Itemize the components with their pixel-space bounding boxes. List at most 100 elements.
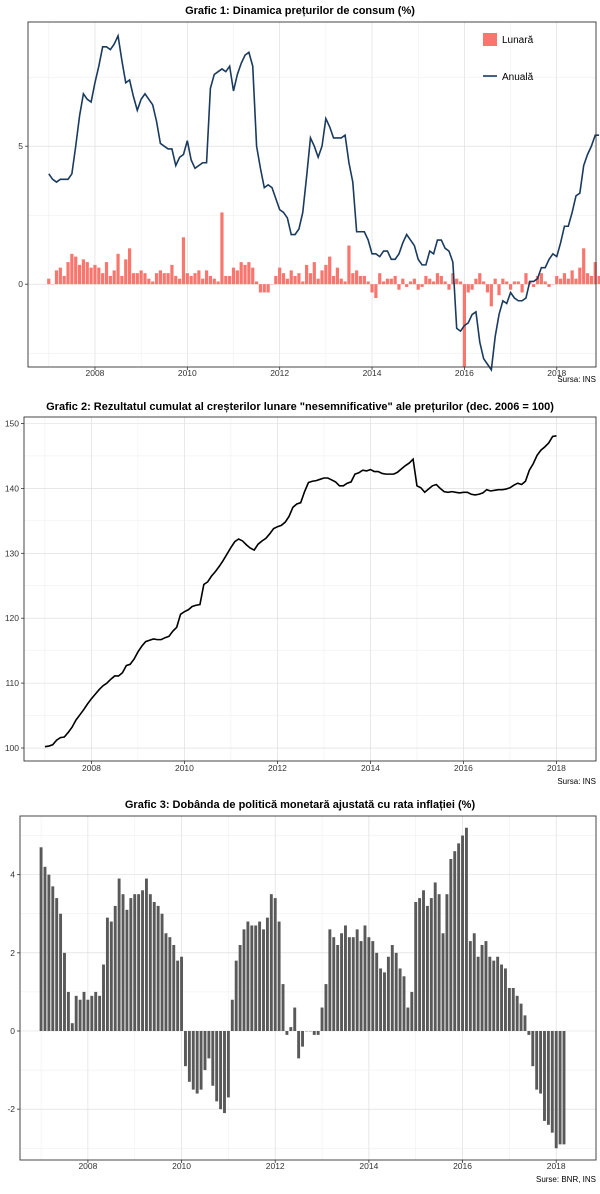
bar-mark (174, 275, 178, 285)
bar-mark (435, 273, 440, 285)
bar-mark (135, 273, 139, 285)
bar-mark (258, 284, 263, 293)
bar-mark (112, 270, 116, 285)
y-tick-label: 120 (5, 613, 19, 623)
bar-mark (269, 894, 273, 1031)
bar-mark (70, 1023, 74, 1031)
bar-mark (418, 898, 422, 1031)
bar-mark (86, 999, 90, 1031)
bar-mark (201, 278, 205, 285)
bar-mark (401, 278, 405, 285)
bar-mark (535, 1031, 539, 1090)
chart-1-canvas: Grafic 1: Dinamica prețurilor de consum … (18, 5, 600, 384)
bar-mark (293, 1007, 297, 1031)
bar-mark (543, 281, 547, 285)
bar-mark (102, 964, 105, 1031)
y-tick-label: 5 (18, 141, 23, 151)
bar-mark (231, 267, 236, 285)
bar-mark (531, 1031, 535, 1067)
bar-mark (125, 909, 129, 1031)
bar-mark (558, 278, 563, 285)
bar-mark (539, 273, 543, 285)
bar-mark (332, 937, 336, 1031)
bar-mark (89, 267, 93, 285)
bar-mark (449, 859, 453, 1031)
bar-mark (316, 1031, 320, 1035)
bar-mark (570, 270, 574, 285)
bar-mark (410, 991, 414, 1031)
bar-mark (429, 898, 433, 1031)
bar-mark (468, 941, 472, 1031)
bar-mark (152, 902, 156, 1031)
bar-mark (82, 991, 86, 1031)
bar-mark (170, 264, 174, 285)
bar-mark (472, 933, 476, 1031)
bar-mark (566, 278, 570, 285)
bar-mark (328, 256, 332, 285)
bar-mark (362, 275, 366, 285)
bar-mark (43, 866, 47, 1031)
bar-mark (39, 847, 43, 1031)
bar-mark (547, 284, 551, 287)
bar-mark (316, 278, 320, 285)
bar-mark (215, 1031, 219, 1102)
bar-mark (520, 284, 524, 293)
bar-mark (120, 275, 124, 285)
bar-mark (90, 995, 94, 1031)
bar-mark (375, 952, 379, 1031)
bar-mark (305, 264, 309, 285)
bar-mark (47, 874, 51, 1031)
bar-mark (203, 1031, 207, 1071)
bar-mark (234, 960, 238, 1031)
bar-mark (504, 968, 507, 1031)
bar-mark (109, 921, 113, 1031)
bar-mark (147, 278, 151, 285)
bar-mark (347, 937, 351, 1031)
bar-mark (374, 284, 378, 298)
bar-mark (496, 956, 500, 1031)
bar-mark (466, 284, 470, 293)
bar-mark (226, 1031, 230, 1098)
x-tick-label: 2008 (85, 368, 104, 378)
chart-2-canvas: Grafic 2: Rezultatul cumulat al creșteri… (5, 401, 597, 786)
y-tick-label: 150 (5, 418, 19, 428)
bar-mark (546, 1031, 550, 1125)
bar-mark (424, 275, 428, 285)
bar-mark (191, 1031, 195, 1090)
bar-mark (108, 275, 112, 285)
bar-mark (383, 972, 386, 1031)
bar-mark (137, 894, 141, 1031)
bar-mark (582, 248, 586, 285)
bar-mark (511, 988, 515, 1031)
bar-mark (281, 984, 285, 1031)
bar-mark (386, 956, 390, 1031)
bar-mark (274, 275, 278, 285)
bar-mark (185, 273, 189, 285)
bar-mark (55, 898, 59, 1031)
bar-mark (172, 945, 176, 1031)
bar-mark (127, 248, 132, 285)
bar-mark (441, 933, 445, 1031)
bar-mark (47, 278, 51, 285)
bar-mark (254, 281, 259, 285)
bar-mark (394, 952, 398, 1031)
bar-mark (515, 995, 519, 1031)
x-tick-label: 2018 (547, 763, 566, 773)
bar-mark (558, 1031, 562, 1145)
bar-mark (574, 278, 578, 285)
bar-mark (297, 1031, 301, 1059)
bar-mark (474, 278, 478, 285)
bar-mark (597, 275, 600, 285)
bar-mark (251, 267, 255, 285)
bar-mark (406, 1007, 410, 1031)
bar-mark (93, 264, 97, 285)
bar-mark (543, 1031, 546, 1121)
bar-mark (519, 1003, 523, 1031)
bar-mark (204, 270, 209, 285)
bar-mark (199, 1031, 203, 1090)
bar-mark (273, 898, 277, 1031)
bar-mark (358, 275, 363, 285)
bar-mark (359, 941, 363, 1031)
bar-mark (457, 843, 461, 1031)
bar-mark (405, 284, 409, 287)
